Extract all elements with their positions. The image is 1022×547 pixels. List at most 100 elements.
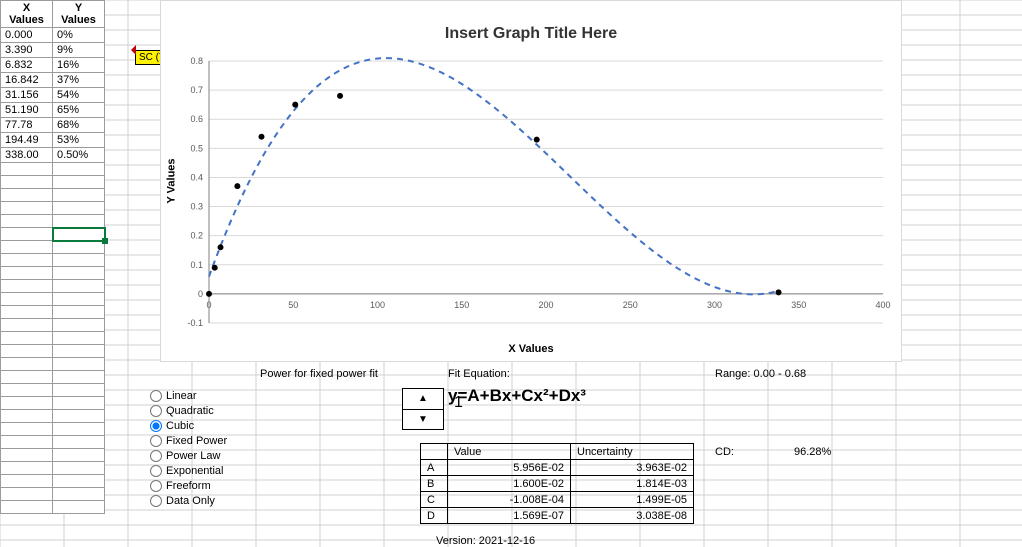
- table-row[interactable]: [1, 241, 105, 254]
- table-cell[interactable]: [1, 176, 53, 189]
- table-cell[interactable]: [53, 202, 105, 215]
- table-cell[interactable]: 6.832: [1, 58, 53, 73]
- table-row[interactable]: [1, 449, 105, 462]
- table-row[interactable]: 31.15654%: [1, 88, 105, 103]
- table-cell[interactable]: [1, 436, 53, 449]
- table-row[interactable]: [1, 293, 105, 306]
- table-cell[interactable]: 338.00: [1, 148, 53, 163]
- table-row[interactable]: [1, 267, 105, 280]
- table-row[interactable]: [1, 254, 105, 267]
- table-cell[interactable]: [1, 319, 53, 332]
- radio-input[interactable]: [150, 405, 162, 417]
- table-row[interactable]: 16.84237%: [1, 73, 105, 88]
- chart-container[interactable]: Insert Graph Title Here Y Values X Value…: [160, 0, 902, 362]
- table-cell[interactable]: [53, 306, 105, 319]
- table-cell[interactable]: [53, 189, 105, 202]
- table-cell[interactable]: [53, 267, 105, 280]
- table-cell[interactable]: [53, 280, 105, 293]
- table-cell[interactable]: [53, 371, 105, 384]
- table-cell[interactable]: 37%: [53, 73, 105, 88]
- table-cell[interactable]: [53, 449, 105, 462]
- table-row[interactable]: 6.83216%: [1, 58, 105, 73]
- table-cell[interactable]: 0.50%: [53, 148, 105, 163]
- table-cell[interactable]: [53, 501, 105, 514]
- table-cell[interactable]: [53, 462, 105, 475]
- table-cell[interactable]: [1, 163, 53, 176]
- table-cell[interactable]: [1, 501, 53, 514]
- radio-input[interactable]: [150, 450, 162, 462]
- table-cell[interactable]: [53, 475, 105, 488]
- table-row[interactable]: [1, 423, 105, 436]
- xy-data-table[interactable]: X ValuesY Values0.0000%3.3909%6.83216%16…: [0, 0, 105, 514]
- radio-input[interactable]: [150, 435, 162, 447]
- table-row[interactable]: [1, 280, 105, 293]
- table-cell[interactable]: 65%: [53, 103, 105, 118]
- table-row[interactable]: [1, 397, 105, 410]
- table-row[interactable]: [1, 501, 105, 514]
- table-cell[interactable]: [1, 449, 53, 462]
- table-cell[interactable]: 68%: [53, 118, 105, 133]
- table-cell[interactable]: 9%: [53, 43, 105, 58]
- table-cell[interactable]: [1, 202, 53, 215]
- table-cell[interactable]: [1, 254, 53, 267]
- power-spinner[interactable]: ▲ ▼: [402, 388, 444, 430]
- table-row[interactable]: 338.000.50%: [1, 148, 105, 163]
- table-cell[interactable]: 16.842: [1, 73, 53, 88]
- fit-type-radio[interactable]: Quadratic: [150, 403, 227, 418]
- table-cell[interactable]: [1, 345, 53, 358]
- table-row[interactable]: [1, 384, 105, 397]
- fit-type-radio[interactable]: Fixed Power: [150, 433, 227, 448]
- table-cell[interactable]: [1, 293, 53, 306]
- table-row[interactable]: [1, 228, 105, 241]
- table-cell[interactable]: [53, 215, 105, 228]
- table-row[interactable]: [1, 371, 105, 384]
- table-cell[interactable]: [1, 228, 53, 241]
- table-cell[interactable]: [1, 371, 53, 384]
- table-row[interactable]: [1, 345, 105, 358]
- table-row[interactable]: [1, 475, 105, 488]
- table-cell[interactable]: [53, 228, 105, 241]
- table-cell[interactable]: 16%: [53, 58, 105, 73]
- table-cell[interactable]: [53, 332, 105, 345]
- table-cell[interactable]: [1, 384, 53, 397]
- table-row[interactable]: [1, 306, 105, 319]
- table-row[interactable]: [1, 488, 105, 501]
- table-cell[interactable]: [1, 215, 53, 228]
- table-cell[interactable]: [53, 436, 105, 449]
- table-row[interactable]: [1, 410, 105, 423]
- table-cell[interactable]: [1, 189, 53, 202]
- table-cell[interactable]: 54%: [53, 88, 105, 103]
- table-row[interactable]: 77.7868%: [1, 118, 105, 133]
- table-cell[interactable]: [53, 358, 105, 371]
- table-cell[interactable]: [53, 319, 105, 332]
- spinner-up-icon[interactable]: ▲: [403, 389, 443, 410]
- table-cell[interactable]: [1, 397, 53, 410]
- table-cell[interactable]: [1, 410, 53, 423]
- table-cell[interactable]: [1, 423, 53, 436]
- table-row[interactable]: [1, 189, 105, 202]
- spinner-down-icon[interactable]: ▼: [403, 410, 443, 430]
- radio-input[interactable]: [150, 420, 162, 432]
- radio-input[interactable]: [150, 465, 162, 477]
- fit-type-radio[interactable]: Freeform: [150, 478, 227, 493]
- radio-input[interactable]: [150, 480, 162, 492]
- table-cell[interactable]: 31.156: [1, 88, 53, 103]
- table-cell[interactable]: 53%: [53, 133, 105, 148]
- selection-fill-handle[interactable]: [102, 238, 108, 244]
- chart-plot[interactable]: -0.100.10.20.30.40.50.60.70.805010015020…: [161, 1, 901, 361]
- table-cell[interactable]: 194.49: [1, 133, 53, 148]
- radio-input[interactable]: [150, 495, 162, 507]
- fit-type-radio[interactable]: Power Law: [150, 448, 227, 463]
- table-cell[interactable]: [1, 462, 53, 475]
- table-cell[interactable]: 0.000: [1, 28, 53, 43]
- table-row[interactable]: [1, 358, 105, 371]
- table-row[interactable]: [1, 163, 105, 176]
- table-header[interactable]: X Values: [1, 1, 53, 28]
- table-row[interactable]: [1, 319, 105, 332]
- table-cell[interactable]: [1, 306, 53, 319]
- table-row[interactable]: [1, 436, 105, 449]
- table-row[interactable]: 51.19065%: [1, 103, 105, 118]
- fit-type-radio[interactable]: Linear: [150, 388, 227, 403]
- table-row[interactable]: 3.3909%: [1, 43, 105, 58]
- table-cell[interactable]: 51.190: [1, 103, 53, 118]
